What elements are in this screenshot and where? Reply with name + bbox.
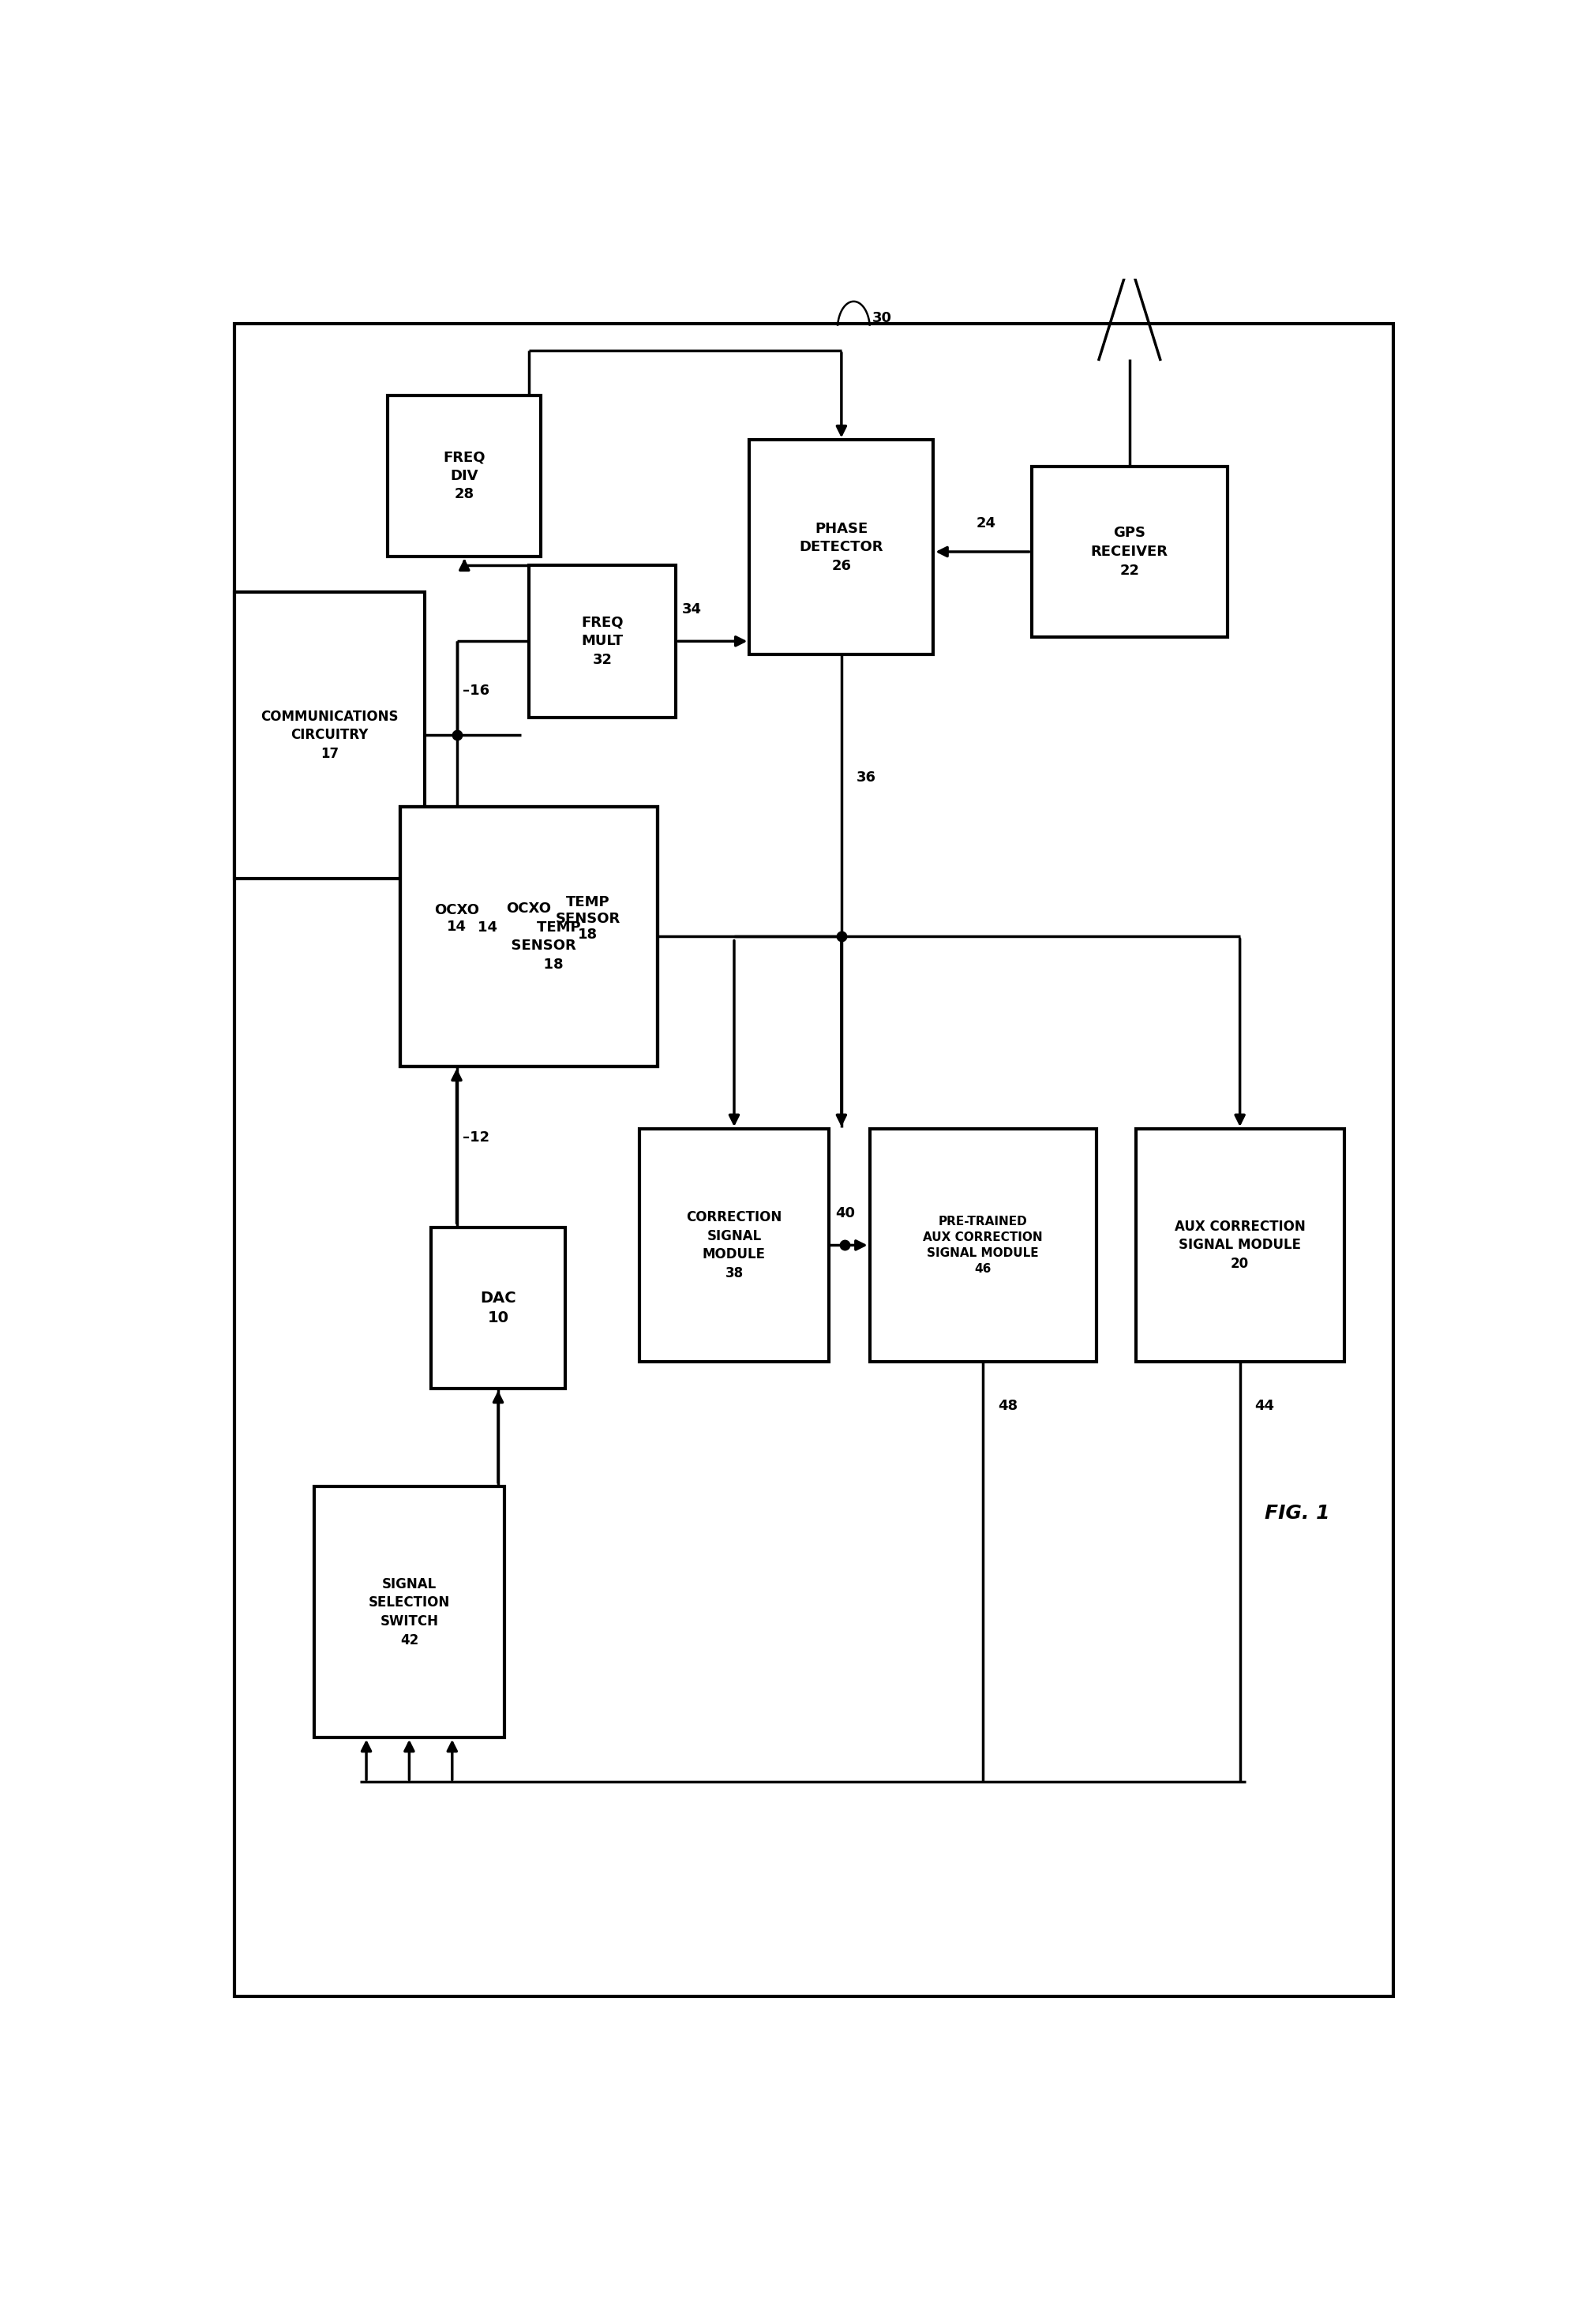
Text: CORRECTION
SIGNAL
MODULE
38: CORRECTION SIGNAL MODULE 38 (687, 1211, 782, 1281)
Text: PHASE
DETECTOR
26: PHASE DETECTOR 26 (799, 521, 883, 574)
Text: 30: 30 (872, 311, 892, 325)
Text: OCXO
14: OCXO 14 (433, 904, 479, 934)
Text: GPS
RECEIVER
22: GPS RECEIVER 22 (1092, 525, 1168, 576)
Bar (315, 1487, 505, 1738)
Text: –16: –16 (464, 683, 490, 697)
Bar (400, 806, 658, 1067)
Text: 36: 36 (856, 772, 876, 786)
Text: 40: 40 (835, 1206, 854, 1220)
Bar (400, 806, 658, 1067)
Text: PRE-TRAINED
AUX CORRECTION
SIGNAL MODULE
46: PRE-TRAINED AUX CORRECTION SIGNAL MODULE… (924, 1215, 1043, 1274)
Text: FIG. 1: FIG. 1 (1264, 1504, 1329, 1522)
Bar (639, 1129, 829, 1362)
Bar (750, 439, 933, 655)
Text: –12: –12 (464, 1132, 490, 1146)
Text: AUX CORRECTION
SIGNAL MODULE
20: AUX CORRECTION SIGNAL MODULE 20 (1174, 1220, 1305, 1271)
Text: FREQ
MULT
32: FREQ MULT 32 (581, 616, 623, 667)
Bar (388, 395, 541, 555)
Bar (430, 1227, 566, 1387)
Bar (528, 565, 676, 718)
Bar (1136, 1129, 1345, 1362)
Bar (234, 593, 424, 878)
Text: FREQ
DIV
28: FREQ DIV 28 (443, 451, 486, 502)
Text: DAC
10: DAC 10 (479, 1290, 516, 1325)
Text: SIGNAL
SELECTION
SWITCH
42: SIGNAL SELECTION SWITCH 42 (369, 1578, 449, 1648)
Bar (870, 1129, 1096, 1362)
Text: 24: 24 (976, 516, 997, 530)
Text: 48: 48 (998, 1399, 1017, 1413)
Text: COMMUNICATIONS
CIRCUITRY
17: COMMUNICATIONS CIRCUITRY 17 (261, 709, 399, 760)
Text: 34: 34 (682, 602, 702, 616)
Text: OCXO
14        TEMP
      SENSOR
          18: OCXO 14 TEMP SENSOR 18 (478, 902, 581, 971)
Text: TEMP
SENSOR
18: TEMP SENSOR 18 (555, 895, 620, 941)
Bar (1031, 467, 1228, 637)
Text: 44: 44 (1255, 1399, 1275, 1413)
